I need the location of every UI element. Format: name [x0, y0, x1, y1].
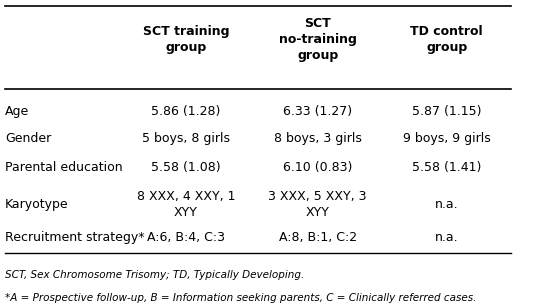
Text: SCT
no-training
group: SCT no-training group	[279, 17, 357, 62]
Text: 8 boys, 3 girls: 8 boys, 3 girls	[274, 132, 362, 145]
Text: SCT, Sex Chromosome Trisomy; TD, Typically Developing.: SCT, Sex Chromosome Trisomy; TD, Typical…	[5, 270, 305, 280]
Text: 9 boys, 9 girls: 9 boys, 9 girls	[403, 132, 491, 145]
Text: SCT training
group: SCT training group	[143, 25, 229, 54]
Text: Gender: Gender	[5, 132, 51, 145]
Text: TD control
group: TD control group	[410, 25, 483, 54]
Text: 6.33 (1.27): 6.33 (1.27)	[283, 105, 352, 118]
Text: Karyotype: Karyotype	[5, 198, 69, 211]
Text: 5.58 (1.08): 5.58 (1.08)	[151, 161, 221, 174]
Text: 5 boys, 8 girls: 5 boys, 8 girls	[142, 132, 230, 145]
Text: 5.87 (1.15): 5.87 (1.15)	[412, 105, 481, 118]
Text: Recruitment strategy*: Recruitment strategy*	[5, 231, 145, 244]
Text: A:6, B:4, C:3: A:6, B:4, C:3	[147, 231, 225, 244]
Text: *A = Prospective follow-up, B = Information seeking parents, C = Clinically refe: *A = Prospective follow-up, B = Informat…	[5, 293, 476, 303]
Text: n.a.: n.a.	[435, 198, 458, 211]
Text: 5.86 (1.28): 5.86 (1.28)	[151, 105, 221, 118]
Text: Age: Age	[5, 105, 30, 118]
Text: Parental education: Parental education	[5, 161, 123, 174]
Text: 3 XXX, 5 XXY, 3
XYY: 3 XXX, 5 XXY, 3 XYY	[268, 190, 367, 219]
Text: 8 XXX, 4 XXY, 1
XYY: 8 XXX, 4 XXY, 1 XYY	[137, 190, 235, 219]
Text: 5.58 (1.41): 5.58 (1.41)	[412, 161, 481, 174]
Text: 6.10 (0.83): 6.10 (0.83)	[283, 161, 352, 174]
Text: n.a.: n.a.	[435, 231, 458, 244]
Text: A:8, B:1, C:2: A:8, B:1, C:2	[278, 231, 357, 244]
